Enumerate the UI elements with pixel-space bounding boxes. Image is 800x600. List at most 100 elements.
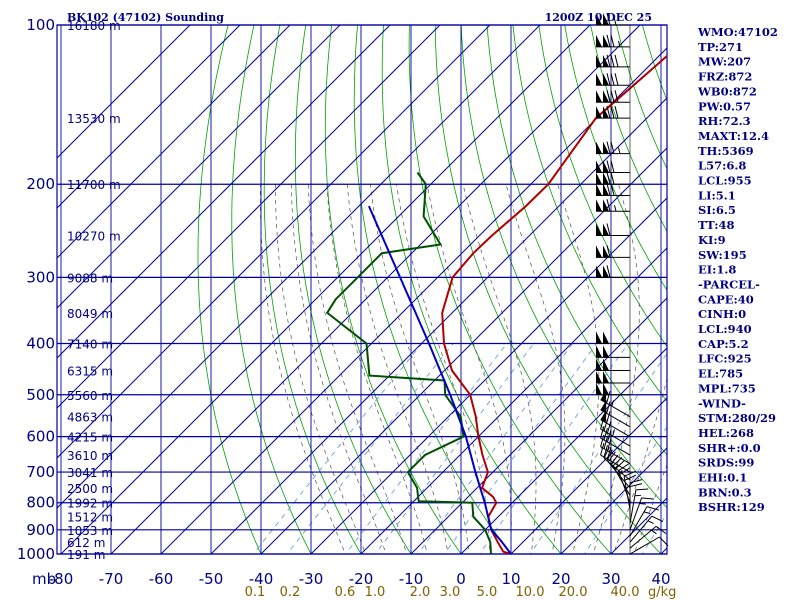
barb-flag — [606, 183, 611, 196]
index-line: WMO:47102 — [697, 25, 778, 39]
wind-barb — [596, 54, 630, 68]
index-line: TT:48 — [698, 218, 735, 232]
index-line: BRN:0.3 — [698, 485, 752, 499]
moist-adiabat — [290, 184, 387, 554]
barb-pennant — [596, 245, 602, 258]
barb-flag — [651, 515, 664, 523]
isotherm — [510, 397, 667, 554]
mixing-ratio-label: 2.0 — [410, 585, 431, 600]
barb-pennant — [596, 34, 602, 47]
barb-staff — [600, 419, 631, 438]
barb-pennant — [596, 265, 602, 278]
isotherm — [160, 47, 667, 554]
barb-pennant — [596, 358, 602, 371]
dry-adiabat — [762, 1, 800, 565]
isotherm — [60, 25, 591, 554]
moist-adiabat — [633, 463, 667, 554]
barb-pennant — [596, 106, 602, 119]
wind-barb — [596, 90, 630, 103]
barb-pennant — [596, 13, 602, 25]
barb-flag — [610, 160, 615, 173]
barb-flag — [610, 106, 615, 119]
mixing-ratio-label: 10.0 — [516, 585, 545, 600]
index-line: TP:271 — [698, 40, 743, 54]
barb-pennant — [596, 199, 602, 212]
pressure-tick-label: 1000 — [17, 545, 55, 563]
barb-pennant — [603, 160, 609, 173]
barb-flag — [606, 265, 611, 278]
mixing-ratio-line — [584, 426, 667, 554]
dry-adiabat — [197, 25, 262, 554]
barb-flag — [606, 411, 611, 424]
index-line: CAP:5.2 — [698, 337, 749, 351]
wind-barb — [596, 34, 630, 48]
barb-flag — [606, 172, 611, 185]
dry-adiabat — [231, 25, 312, 554]
barb-flag — [607, 438, 612, 451]
pressure-unit-label: mb — [32, 570, 56, 588]
barb-pennant — [603, 13, 609, 25]
temperature-tick-label: -40 — [249, 570, 274, 588]
barb-staff — [600, 399, 631, 418]
barb-staff — [600, 437, 631, 456]
mixing-ratio-line — [374, 343, 535, 554]
moist-adiabat — [557, 184, 600, 554]
moist-adiabat — [307, 184, 408, 554]
index-line: SHR+:0.0 — [698, 441, 761, 455]
barb-flag — [606, 73, 611, 86]
dry-adiabat — [538, 25, 667, 348]
wind-barb — [596, 265, 630, 278]
barb-flag — [629, 483, 643, 488]
pressure-tick-label: 200 — [26, 175, 55, 193]
wind-barb — [596, 141, 630, 155]
barb-pennant — [603, 141, 609, 154]
barb-flag — [607, 420, 612, 434]
barb-pennant — [596, 223, 602, 236]
barb-flag — [614, 460, 625, 470]
barb-flag — [610, 73, 615, 86]
barb-flag — [610, 54, 615, 68]
barb-flag — [603, 436, 608, 449]
mixing-ratio-label: 0.6 — [335, 585, 356, 600]
index-line: -WIND- — [698, 396, 746, 410]
index-line: FRZ:872 — [698, 70, 752, 84]
index-line: SW:195 — [698, 248, 747, 262]
index-line: MAXT:12.4 — [698, 129, 769, 143]
index-line: EL:785 — [698, 367, 743, 381]
height-label: 16180 m — [67, 19, 121, 33]
dry-adiabat — [324, 25, 462, 554]
barb-staff — [629, 536, 660, 555]
index-line: MW:207 — [698, 55, 751, 69]
mixing-ratio-label: 40.0 — [611, 585, 640, 600]
barb-flag — [655, 525, 667, 534]
barb-flag — [610, 90, 615, 103]
mixing-ratio-line — [529, 352, 667, 554]
dry-adiabat — [263, 25, 362, 554]
temperature-tick-label: -70 — [99, 570, 124, 588]
height-label: 1053 m — [67, 524, 113, 538]
temperature-tick-label: -80 — [49, 570, 74, 588]
temperature-tick-label: -20 — [349, 570, 374, 588]
wind-barb — [596, 160, 630, 173]
wind-barb — [596, 106, 630, 119]
isotherm — [57, 25, 441, 409]
barb-half-flag — [639, 502, 646, 505]
parcel-profile — [367, 205, 512, 554]
index-line: SI:6.5 — [698, 203, 736, 217]
barb-pennant — [603, 73, 609, 86]
height-label: 6315 m — [67, 365, 113, 379]
barb-flag — [603, 445, 608, 458]
dry-adiabat — [787, 1, 800, 565]
barb-half-flag — [614, 18, 617, 26]
moist-adiabat — [592, 184, 640, 554]
index-line: KI:9 — [698, 233, 726, 247]
wind-barb — [600, 443, 631, 473]
barb-flag — [600, 434, 605, 447]
dry-adiabat — [408, 25, 612, 554]
barb-pennant — [603, 183, 609, 196]
moist-adiabat — [396, 184, 491, 554]
barb-pennant — [596, 141, 602, 154]
barb-pennant — [596, 370, 602, 383]
barb-staff — [600, 446, 631, 465]
